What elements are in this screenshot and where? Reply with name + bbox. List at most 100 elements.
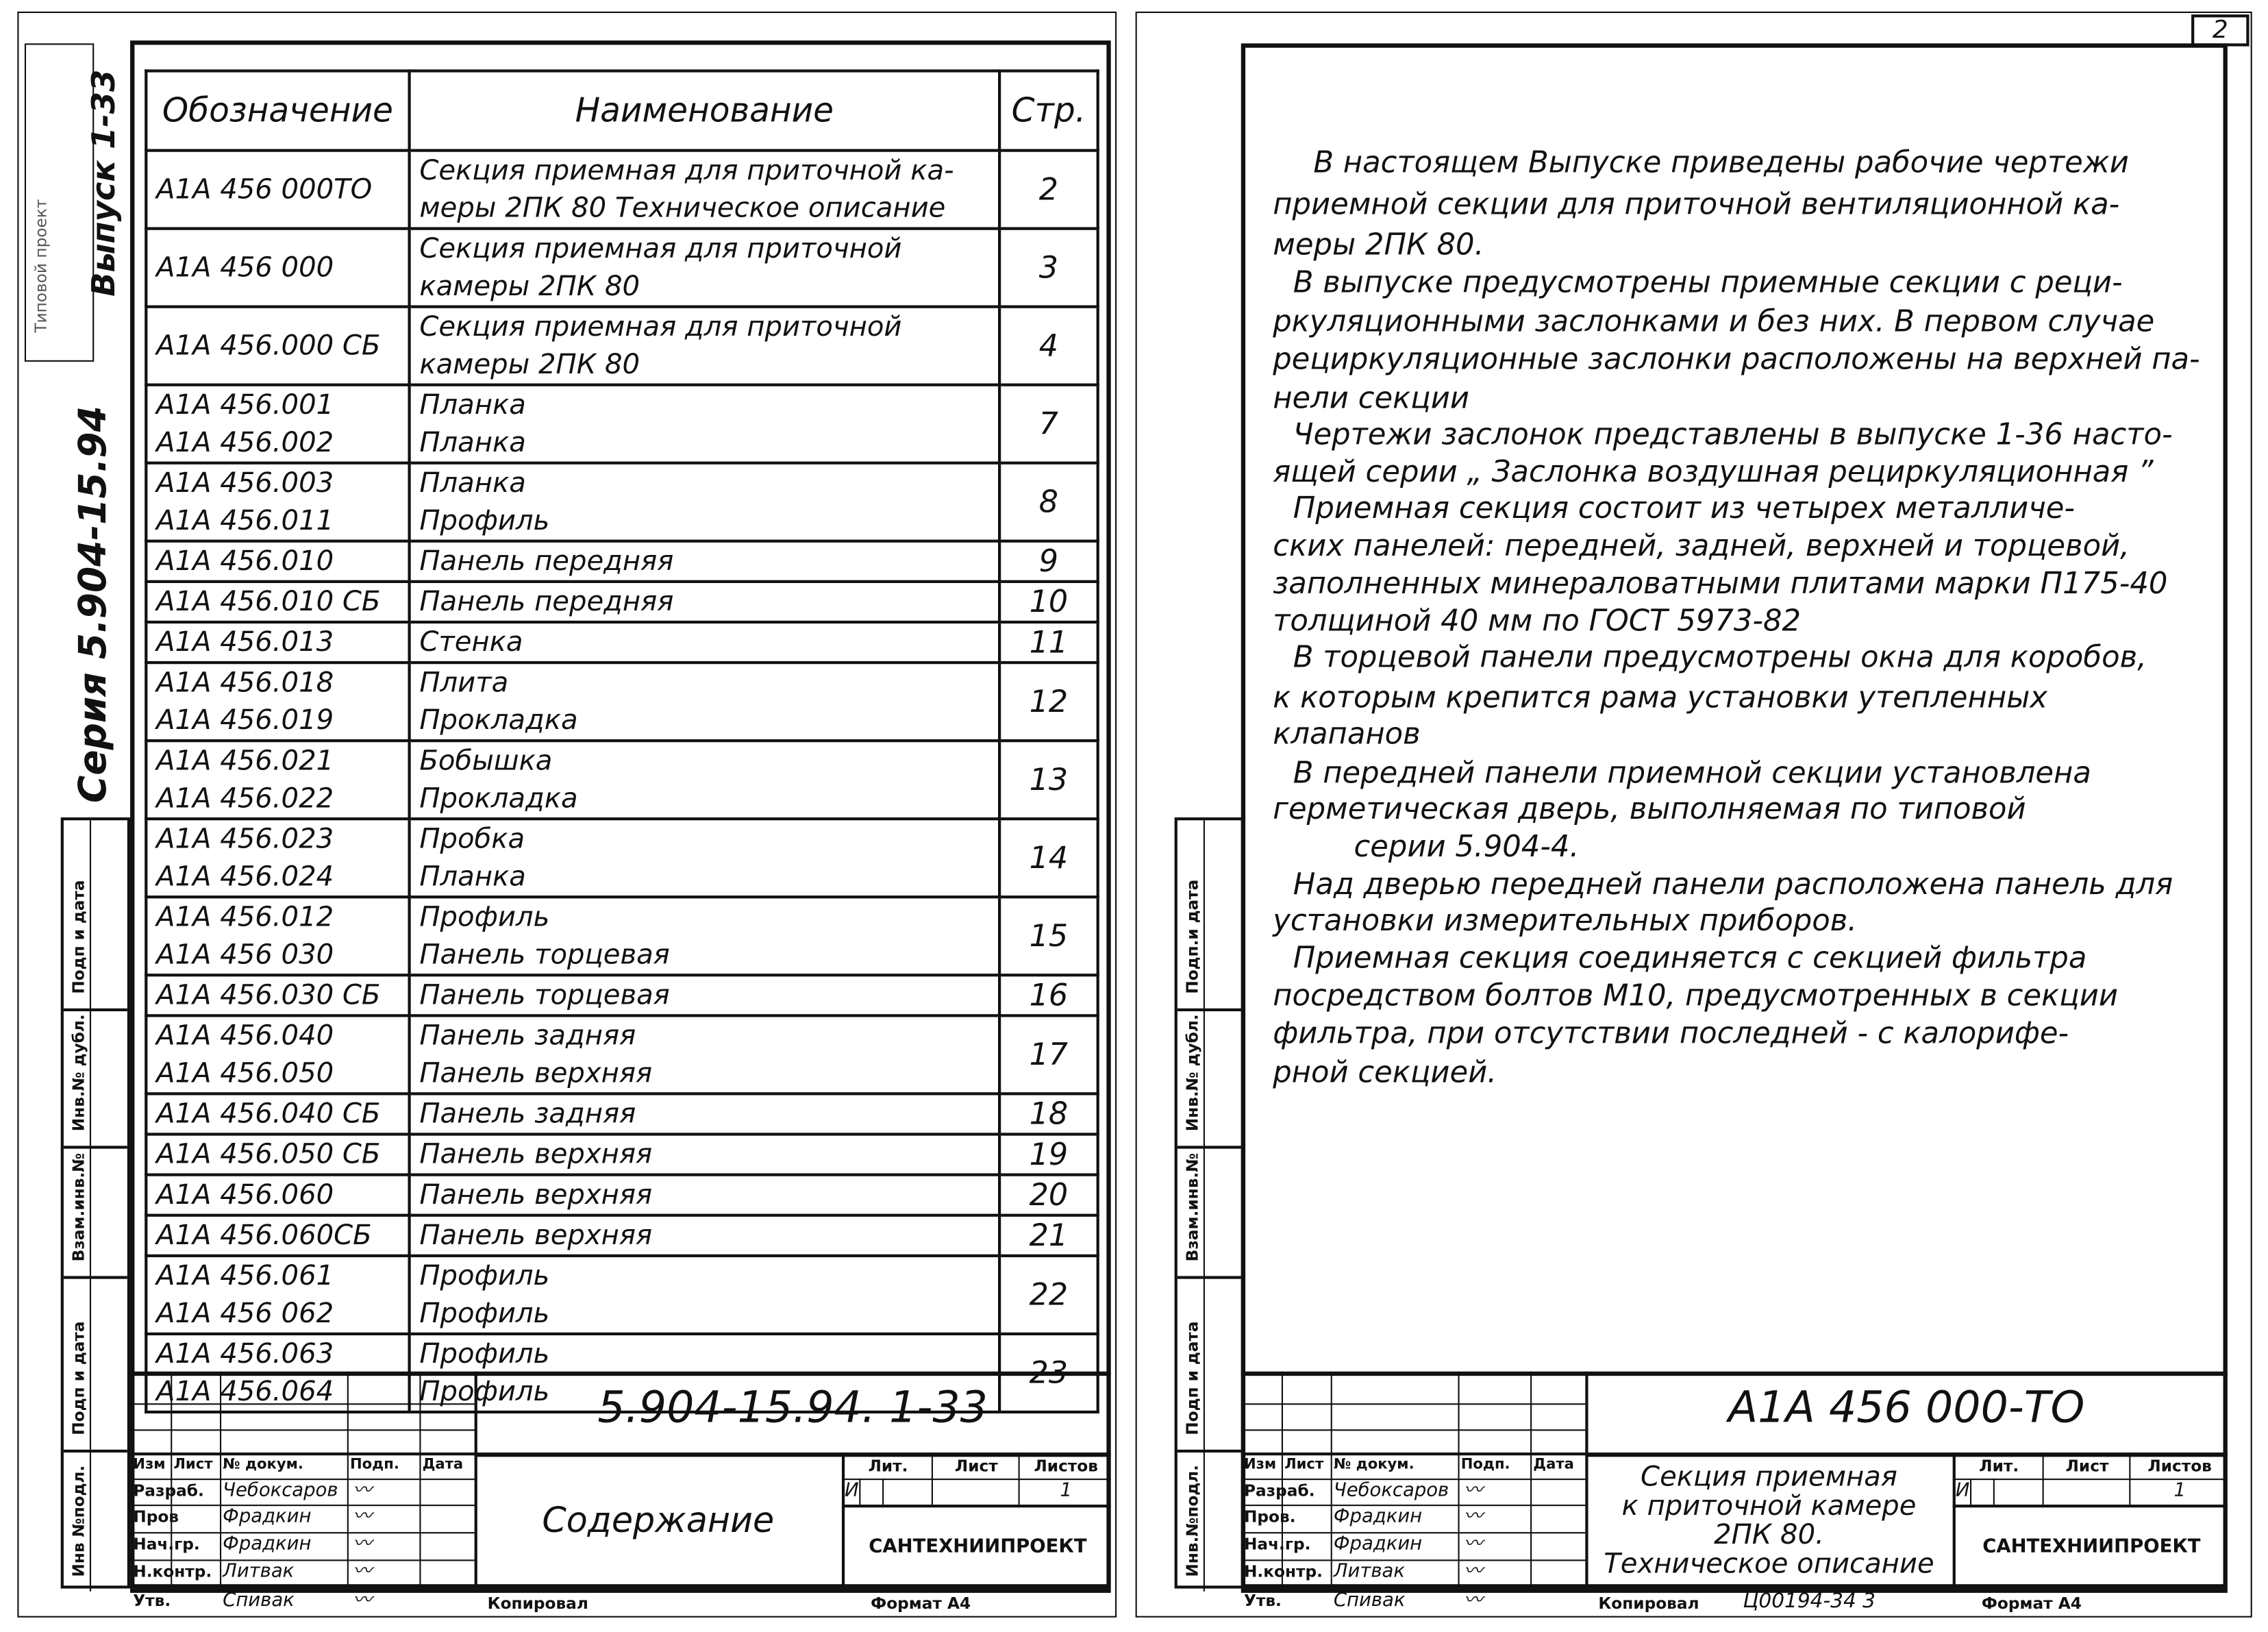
designation-cell: А1А 456 000	[145, 227, 411, 308]
designation-cell: А1А 456.003 А1А 456.011	[145, 461, 411, 543]
divider	[63, 1449, 127, 1453]
designation-cell: А1А 456.023 А1А 456.024	[145, 817, 411, 899]
page-cell: 18	[998, 1092, 1099, 1136]
header-name: Наименование	[408, 69, 1001, 152]
divider	[1241, 1559, 1586, 1561]
role-label: Разраб.	[1243, 1481, 1315, 1500]
designation-code: А1А 456.060СБ	[156, 1220, 372, 1252]
designation-code: А1А 456.010 СБ	[156, 586, 381, 618]
table-row: А1А 456.030 СБ Панель торцевая 16	[145, 974, 1099, 1017]
lit-header: Лит.	[1979, 1457, 2019, 1476]
margin-label: Подп и дата	[69, 1321, 88, 1435]
header-3: Подп.	[350, 1457, 399, 1473]
divider	[931, 1452, 933, 1505]
item-name: камеры 2ПК 80	[419, 270, 640, 303]
text-line: ских панелей: передней, задней, верхней …	[1273, 528, 2130, 563]
designation-cell: А1А 456.013	[145, 620, 411, 665]
divider	[1177, 1146, 1241, 1149]
divider	[1203, 820, 1205, 1009]
designation-cell: А1А 456.010 СБ	[145, 580, 411, 624]
margin-label: Взам.инв.№	[69, 1152, 88, 1262]
page-cell: 8	[998, 461, 1099, 543]
designation-cell: А1А 456.000 СБ	[145, 305, 411, 386]
text-line: серии 5.904-4.	[1354, 828, 1580, 864]
person-name: Литвак	[1333, 1561, 1405, 1583]
description-text: В настоящем Выпуске приведены рабочие че…	[1273, 145, 2213, 1114]
divider	[63, 1276, 127, 1279]
divider	[1203, 1449, 1205, 1592]
organization: САНТЕХНИИПРОЕКТ	[869, 1536, 1087, 1559]
copied-label: Копировал	[487, 1594, 588, 1614]
divider	[1241, 1452, 1586, 1456]
right-title-block: Изм Лист № докум. Подп. Дата Разраб. Чебоксаро…	[1241, 1371, 2228, 1618]
item-name: Панель верхняя	[419, 1057, 653, 1090]
text-line: В настоящем Выпуске приведены рабочие че…	[1313, 145, 2129, 180]
item-name: Панель торцевая	[419, 939, 670, 971]
page-cell: 22	[998, 1254, 1099, 1336]
divider	[89, 1146, 92, 1276]
item-name: Планка	[419, 389, 526, 421]
header-3: Подп.	[1460, 1457, 1510, 1473]
designation-code: А1А 456.010	[156, 545, 334, 578]
divider	[130, 1559, 475, 1561]
designation-cell: А1А 456.060СБ	[145, 1213, 411, 1257]
signature: 〰	[353, 1561, 372, 1583]
item-name: Панель задняя	[419, 1019, 636, 1052]
page-cell: 10	[998, 580, 1099, 624]
table-row: А1А 456.023 А1А 456.024 Пробка Планка 14	[145, 817, 1099, 899]
item-name: Панель верхняя	[419, 1138, 653, 1171]
text-line: к которым крепится рама установки утепле…	[1273, 680, 2047, 715]
item-name: Панель верхняя	[419, 1178, 653, 1211]
sheets-value: 1	[2173, 1480, 2186, 1502]
signature: 〰	[353, 1506, 372, 1528]
name-cell: Панель передняя	[408, 539, 1001, 583]
item-name: Прокладка	[419, 782, 578, 815]
stamp-text: Типовой проект	[32, 199, 51, 333]
item-name: Плита	[419, 667, 509, 699]
lit-header: Лист	[954, 1457, 998, 1476]
divider	[130, 1403, 475, 1405]
divider	[89, 1449, 92, 1592]
designation-code: А1А 456.011	[156, 504, 334, 537]
table-row: А1А 456.061 А1А 456 062 Профиль Профиль 22	[145, 1254, 1099, 1336]
designation-code: А1А 456 030	[156, 939, 334, 971]
divider	[1241, 1479, 1586, 1481]
designation-cell: А1А 456.060	[145, 1173, 411, 1217]
text-line: заполненных минераловатными плитами марк…	[1273, 565, 2168, 601]
table-row: А1А 456 000 Секция приемная для приточной…	[145, 227, 1099, 308]
right-sheet-frame	[1241, 43, 2228, 1589]
item-name: Стенка	[419, 626, 523, 658]
designation-code: А1А 456.060	[156, 1178, 334, 1211]
divider	[1993, 1479, 1995, 1505]
divider	[841, 1505, 1111, 1508]
divider	[1952, 1452, 1956, 1589]
designation-cell: А1А 456.050 СБ	[145, 1133, 411, 1176]
page-cell: 16	[998, 974, 1099, 1017]
designation-cell: А1А 456.001 А1А 456.002	[145, 383, 411, 465]
divider	[130, 1429, 475, 1431]
divider	[130, 1371, 1111, 1376]
divider	[1203, 1146, 1205, 1276]
item-name: Бобышка	[419, 745, 553, 777]
format-label: Формат А4	[1981, 1594, 2082, 1614]
table-row: А1А 456.013 Стенка 11	[145, 620, 1099, 665]
signature: 〰	[1463, 1480, 1483, 1502]
right-margin-strip: Подп.и дата Инв.№ дубл. Взам.инв.№ Подп и д…	[1174, 817, 1244, 1592]
name-cell: Панель верхняя	[408, 1213, 1001, 1257]
divider	[1241, 1588, 2228, 1593]
designation-cell: А1А 456.018 А1А 456.019	[145, 661, 411, 743]
header-1: Лист	[173, 1457, 213, 1473]
name-cell: Бобышка Прокладка	[408, 739, 1001, 821]
item-name: Профиль	[419, 1260, 550, 1292]
table-row: А1А 456.018 А1А 456.019 Плита Прокладка 12	[145, 661, 1099, 743]
table-row: А1А 456.021 А1А 456.022 Бобышка Прокладка 13	[145, 739, 1099, 821]
page-cell: 15	[998, 895, 1099, 977]
lit-header: Лист	[2065, 1457, 2109, 1476]
table-row: А1А 456 000ТО Секция приемная для приточн…	[145, 149, 1099, 230]
divider	[841, 1452, 845, 1589]
divider	[1241, 1371, 2228, 1376]
text-line: меры 2ПК 80.	[1273, 227, 1484, 262]
divider	[1952, 1505, 2228, 1508]
person-name: Спивак	[1333, 1590, 1406, 1612]
page-cell: 3	[998, 227, 1099, 308]
